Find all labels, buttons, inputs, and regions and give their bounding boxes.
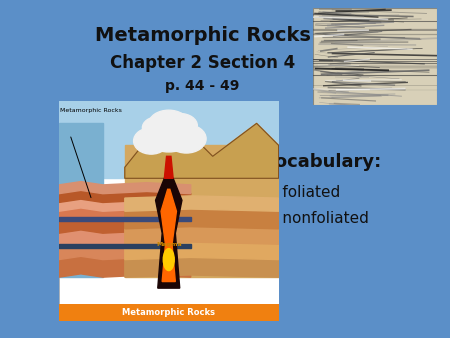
Text: Metamorphic Rocks: Metamorphic Rocks bbox=[94, 26, 310, 45]
Polygon shape bbox=[125, 145, 279, 277]
Polygon shape bbox=[59, 123, 103, 277]
Polygon shape bbox=[59, 101, 279, 178]
Polygon shape bbox=[59, 244, 191, 247]
Ellipse shape bbox=[163, 249, 174, 270]
Ellipse shape bbox=[134, 128, 169, 154]
Polygon shape bbox=[59, 190, 191, 202]
Polygon shape bbox=[59, 243, 191, 260]
Text: Metamorphic Rocks: Metamorphic Rocks bbox=[122, 308, 215, 317]
Polygon shape bbox=[59, 182, 191, 194]
Ellipse shape bbox=[142, 117, 173, 139]
Polygon shape bbox=[161, 189, 176, 282]
Text: Metamorphic Rocks: Metamorphic Rocks bbox=[60, 108, 122, 113]
Polygon shape bbox=[156, 178, 182, 288]
Text: 1. foliated: 1. foliated bbox=[263, 185, 341, 200]
Polygon shape bbox=[125, 258, 279, 277]
Text: 2. nonfoliated: 2. nonfoliated bbox=[263, 211, 369, 225]
Bar bbox=[59, 304, 279, 321]
Text: Chapter 2 Section 4: Chapter 2 Section 4 bbox=[110, 53, 295, 72]
Ellipse shape bbox=[149, 110, 189, 137]
Ellipse shape bbox=[166, 124, 206, 153]
Polygon shape bbox=[125, 226, 279, 244]
Polygon shape bbox=[125, 112, 279, 178]
Text: Vocabulary:: Vocabulary: bbox=[263, 153, 382, 171]
Text: Magma: Magma bbox=[156, 242, 181, 247]
Polygon shape bbox=[164, 156, 173, 178]
Polygon shape bbox=[59, 217, 191, 233]
Polygon shape bbox=[125, 209, 279, 229]
Polygon shape bbox=[59, 256, 191, 277]
Polygon shape bbox=[59, 199, 191, 211]
Polygon shape bbox=[59, 217, 191, 221]
Ellipse shape bbox=[142, 117, 195, 152]
Polygon shape bbox=[125, 196, 279, 211]
Polygon shape bbox=[125, 242, 279, 260]
Polygon shape bbox=[59, 208, 191, 220]
Polygon shape bbox=[59, 230, 191, 246]
Text: p. 44 - 49: p. 44 - 49 bbox=[165, 79, 240, 93]
Ellipse shape bbox=[162, 114, 197, 138]
